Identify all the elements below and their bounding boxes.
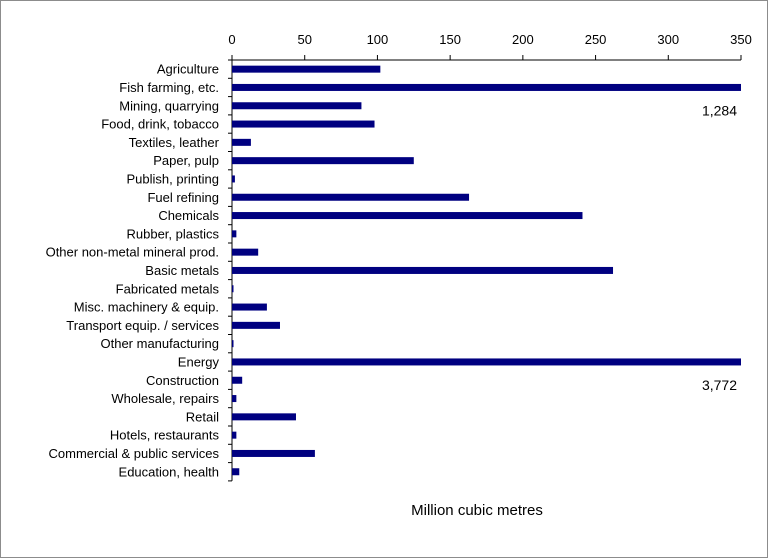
bar — [232, 120, 375, 128]
category-label: Commercial & public services — [49, 446, 220, 461]
bar — [232, 285, 234, 293]
bar — [232, 193, 470, 201]
label-layer: 0 50 100 150 200 250 300 350 Agriculture Fish far… — [46, 32, 752, 479]
x-tick-label: 150 — [439, 32, 461, 47]
x-tick-label: 100 — [367, 32, 389, 47]
x-axis-title: Million cubic metres — [411, 502, 543, 519]
category-label: Rubber, plastics — [127, 226, 220, 241]
category-label: Food, drink, tobacco — [101, 117, 219, 132]
bar — [232, 138, 251, 146]
category-label: Energy — [178, 354, 220, 369]
category-label: Mining, quarrying — [119, 98, 219, 113]
category-label: Publish, printing — [127, 171, 220, 186]
overflow-value-label: 1,284 — [702, 102, 737, 118]
category-label: Paper, pulp — [153, 153, 219, 168]
category-label: Fuel refining — [147, 190, 219, 205]
bar — [232, 449, 315, 457]
category-label: Hotels, restaurants — [110, 428, 220, 443]
bar — [232, 321, 280, 329]
category-label: Chemicals — [158, 208, 219, 223]
bar — [232, 65, 381, 73]
category-label: Transport equip. / services — [66, 318, 219, 333]
bar — [232, 431, 237, 439]
x-tick-label: 200 — [512, 32, 534, 47]
x-tick-label: 350 — [730, 32, 752, 47]
bar-layer — [232, 65, 741, 476]
bar — [232, 358, 741, 366]
bar — [232, 266, 614, 274]
x-tick-label: 250 — [585, 32, 607, 47]
category-label: Fabricated metals — [116, 281, 220, 296]
category-label: Fish farming, etc. — [119, 80, 219, 95]
axis-layer — [228, 55, 742, 482]
category-label: Wholesale, repairs — [111, 391, 219, 406]
x-tick-label: 50 — [297, 32, 311, 47]
bar — [232, 212, 583, 220]
bar — [232, 102, 362, 110]
bar — [232, 468, 240, 476]
bar — [232, 157, 414, 165]
bar — [232, 230, 237, 238]
bar — [232, 303, 267, 311]
category-label: Textiles, leather — [129, 135, 220, 150]
category-label: Other non-metal mineral prod. — [46, 245, 219, 260]
category-label: Retail — [186, 409, 219, 424]
bar — [232, 376, 243, 384]
overflow-value-label: 3,772 — [702, 377, 737, 393]
bar — [232, 340, 234, 348]
bar — [232, 395, 237, 403]
category-label: Other manufacturing — [100, 336, 219, 351]
bar — [232, 413, 296, 421]
category-label: Basic metals — [145, 263, 219, 278]
x-tick-label: 300 — [657, 32, 679, 47]
bar — [232, 248, 259, 256]
bar — [232, 175, 235, 183]
category-label: Construction — [146, 373, 219, 388]
category-label: Misc. machinery & equip. — [74, 300, 219, 315]
category-label: Education, health — [119, 464, 219, 479]
x-tick-label: 0 — [228, 32, 235, 47]
category-label: Agriculture — [157, 62, 219, 77]
bar — [232, 83, 741, 91]
